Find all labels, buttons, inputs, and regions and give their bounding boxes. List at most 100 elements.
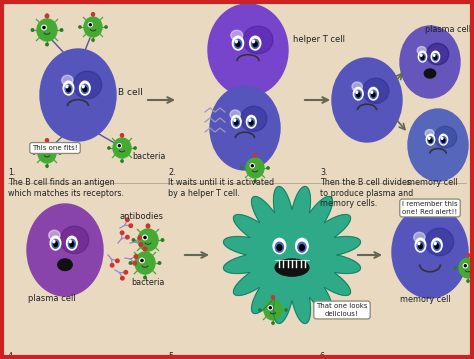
- Ellipse shape: [372, 93, 375, 97]
- Ellipse shape: [428, 137, 430, 139]
- Ellipse shape: [140, 258, 144, 263]
- Ellipse shape: [79, 26, 81, 28]
- Ellipse shape: [138, 236, 142, 239]
- Ellipse shape: [108, 147, 110, 149]
- Ellipse shape: [425, 130, 434, 137]
- Ellipse shape: [91, 13, 95, 16]
- Ellipse shape: [253, 40, 255, 43]
- Ellipse shape: [400, 26, 460, 98]
- Ellipse shape: [116, 259, 119, 262]
- Ellipse shape: [275, 259, 309, 276]
- Ellipse shape: [42, 149, 46, 153]
- Text: plasma cell: plasma cell: [28, 294, 76, 303]
- Ellipse shape: [49, 230, 60, 240]
- Ellipse shape: [31, 29, 34, 31]
- Text: helper T cell: helper T cell: [293, 35, 345, 44]
- Ellipse shape: [121, 134, 123, 136]
- Ellipse shape: [243, 26, 273, 54]
- Ellipse shape: [105, 26, 107, 28]
- Text: memory cell: memory cell: [400, 295, 450, 304]
- Ellipse shape: [158, 262, 161, 264]
- Ellipse shape: [463, 264, 467, 268]
- Ellipse shape: [251, 165, 253, 167]
- Ellipse shape: [421, 56, 424, 59]
- Ellipse shape: [296, 238, 308, 254]
- Ellipse shape: [439, 134, 447, 145]
- Ellipse shape: [126, 218, 129, 222]
- Ellipse shape: [73, 71, 102, 99]
- Ellipse shape: [442, 139, 445, 143]
- Text: plasma cell: plasma cell: [425, 25, 471, 34]
- Ellipse shape: [234, 39, 242, 48]
- Ellipse shape: [415, 238, 426, 252]
- Ellipse shape: [45, 14, 49, 18]
- Ellipse shape: [135, 252, 155, 274]
- Ellipse shape: [272, 296, 274, 299]
- Ellipse shape: [241, 106, 267, 131]
- Ellipse shape: [42, 25, 46, 30]
- Ellipse shape: [144, 247, 146, 250]
- Ellipse shape: [46, 139, 48, 141]
- Ellipse shape: [43, 27, 45, 29]
- Ellipse shape: [370, 90, 376, 98]
- Ellipse shape: [355, 90, 362, 98]
- Ellipse shape: [134, 255, 137, 258]
- Ellipse shape: [46, 165, 48, 167]
- Ellipse shape: [46, 14, 48, 17]
- Ellipse shape: [428, 137, 433, 144]
- Ellipse shape: [110, 264, 114, 267]
- Ellipse shape: [129, 224, 133, 228]
- Ellipse shape: [62, 75, 73, 85]
- Ellipse shape: [363, 78, 389, 103]
- Ellipse shape: [143, 247, 147, 251]
- Ellipse shape: [352, 82, 363, 91]
- Ellipse shape: [53, 240, 55, 243]
- Ellipse shape: [208, 4, 288, 96]
- Ellipse shape: [68, 239, 75, 248]
- Ellipse shape: [269, 307, 271, 309]
- Ellipse shape: [431, 238, 442, 252]
- Ellipse shape: [50, 236, 61, 250]
- Ellipse shape: [417, 47, 426, 55]
- Ellipse shape: [419, 244, 422, 249]
- Ellipse shape: [59, 152, 61, 154]
- Ellipse shape: [54, 242, 57, 247]
- Ellipse shape: [66, 85, 68, 88]
- Ellipse shape: [210, 86, 280, 170]
- Ellipse shape: [146, 224, 150, 228]
- Ellipse shape: [46, 139, 48, 142]
- Ellipse shape: [285, 309, 287, 311]
- Ellipse shape: [126, 236, 129, 239]
- Ellipse shape: [139, 243, 143, 246]
- Ellipse shape: [235, 121, 238, 125]
- Ellipse shape: [433, 54, 435, 56]
- Ellipse shape: [134, 147, 136, 149]
- Ellipse shape: [231, 30, 243, 40]
- Ellipse shape: [467, 254, 469, 256]
- Ellipse shape: [433, 241, 440, 250]
- Ellipse shape: [392, 206, 468, 298]
- Ellipse shape: [88, 23, 92, 27]
- Text: I remember this
one! Red alert!!: I remember this one! Red alert!!: [402, 201, 458, 214]
- Ellipse shape: [82, 84, 88, 93]
- Ellipse shape: [420, 53, 425, 61]
- Ellipse shape: [420, 54, 422, 56]
- Ellipse shape: [144, 236, 146, 239]
- Ellipse shape: [248, 118, 255, 126]
- Ellipse shape: [300, 244, 304, 251]
- Ellipse shape: [82, 85, 84, 88]
- Ellipse shape: [250, 164, 255, 168]
- Ellipse shape: [277, 244, 282, 251]
- Ellipse shape: [246, 115, 256, 128]
- Ellipse shape: [230, 110, 240, 119]
- Ellipse shape: [254, 180, 256, 182]
- Ellipse shape: [434, 242, 436, 245]
- Ellipse shape: [465, 265, 466, 267]
- Ellipse shape: [273, 238, 286, 254]
- Text: 1.
The B cell finds an antigen
which matches its receptors.: 1. The B cell finds an antigen which mat…: [8, 168, 124, 198]
- Text: antibodies: antibodies: [120, 212, 164, 221]
- Ellipse shape: [459, 258, 474, 278]
- Text: bacteria: bacteria: [131, 278, 164, 287]
- Ellipse shape: [89, 24, 91, 26]
- Ellipse shape: [426, 134, 435, 145]
